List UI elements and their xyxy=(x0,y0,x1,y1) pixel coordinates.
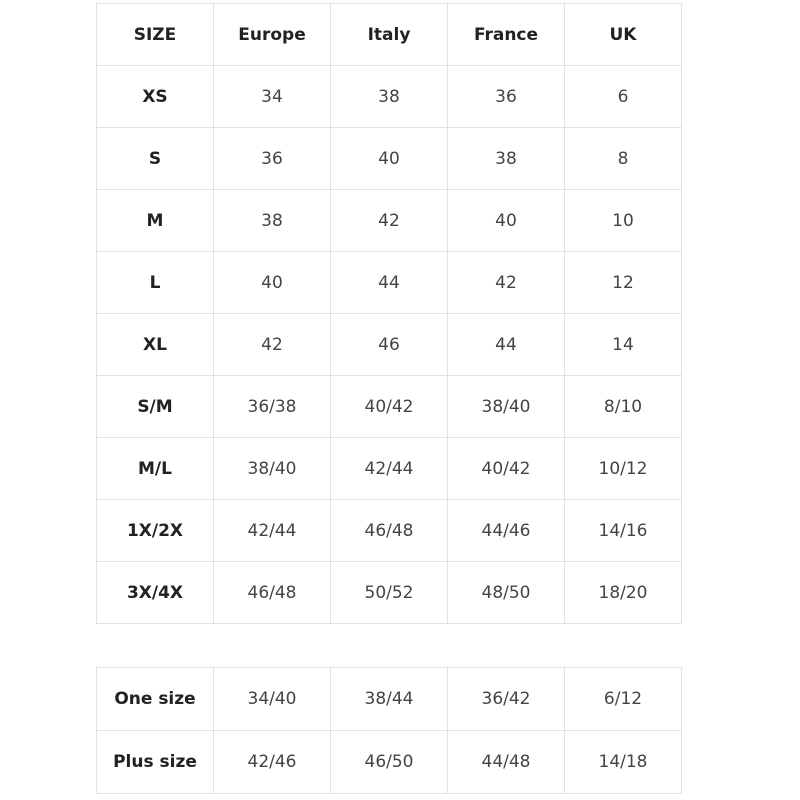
size-label-cell: XS xyxy=(96,65,214,128)
table-row: Plus size 42/46 46/50 44/48 14/18 xyxy=(96,730,682,794)
size-value-cell: 36 xyxy=(213,127,331,190)
size-value-cell: 18/20 xyxy=(564,561,682,624)
table-row: One size 34/40 38/44 36/42 6/12 xyxy=(96,667,682,731)
size-value-cell: 38 xyxy=(447,127,565,190)
size-value-cell: 42/46 xyxy=(213,730,331,794)
size-value-cell: 34/40 xyxy=(213,667,331,731)
size-value-cell: 34 xyxy=(213,65,331,128)
size-value-cell: 44/46 xyxy=(447,499,565,562)
special-sizes-table: One size 34/40 38/44 36/42 6/12 Plus size 42/4… xyxy=(96,667,682,794)
size-value-cell: 46/48 xyxy=(213,561,331,624)
table-row: S 36 40 38 8 xyxy=(96,127,682,190)
size-value-cell: 42 xyxy=(213,313,331,376)
size-label-cell: 1X/2X xyxy=(96,499,214,562)
table-row: L 40 44 42 12 xyxy=(96,251,682,314)
size-label-cell: XL xyxy=(96,313,214,376)
size-value-cell: 40 xyxy=(330,127,448,190)
table-row: S/M 36/38 40/42 38/40 8/10 xyxy=(96,375,682,438)
table-row: 3X/4X 46/48 50/52 48/50 18/20 xyxy=(96,561,682,624)
size-value-cell: 38 xyxy=(213,189,331,252)
size-value-cell: 14/18 xyxy=(564,730,682,794)
size-value-cell: 40 xyxy=(213,251,331,314)
size-value-cell: 36/42 xyxy=(447,667,565,731)
size-value-cell: 42 xyxy=(330,189,448,252)
size-value-cell: 38/44 xyxy=(330,667,448,731)
size-label-cell: M xyxy=(96,189,214,252)
header-row: SIZE Europe Italy France UK xyxy=(96,3,682,66)
size-value-cell: 40/42 xyxy=(447,437,565,500)
size-value-cell: 46/48 xyxy=(330,499,448,562)
size-value-cell: 10/12 xyxy=(564,437,682,500)
column-header: UK xyxy=(564,3,682,66)
size-value-cell: 14/16 xyxy=(564,499,682,562)
size-value-cell: 44/48 xyxy=(447,730,565,794)
size-value-cell: 6 xyxy=(564,65,682,128)
table-row: XL 42 46 44 14 xyxy=(96,313,682,376)
size-value-cell: 40 xyxy=(447,189,565,252)
size-value-cell: 38/40 xyxy=(213,437,331,500)
size-value-cell: 6/12 xyxy=(564,667,682,731)
table-row: 1X/2X 42/44 46/48 44/46 14/16 xyxy=(96,499,682,562)
size-value-cell: 38/40 xyxy=(447,375,565,438)
size-value-cell: 46/50 xyxy=(330,730,448,794)
column-header: France xyxy=(447,3,565,66)
column-header: Italy xyxy=(330,3,448,66)
column-header: SIZE xyxy=(96,3,214,66)
size-value-cell: 12 xyxy=(564,251,682,314)
size-label-cell: S/M xyxy=(96,375,214,438)
size-value-cell: 40/42 xyxy=(330,375,448,438)
column-header: Europe xyxy=(213,3,331,66)
size-value-cell: 14 xyxy=(564,313,682,376)
table-row: M/L 38/40 42/44 40/42 10/12 xyxy=(96,437,682,500)
size-value-cell: 42 xyxy=(447,251,565,314)
size-value-cell: 8/10 xyxy=(564,375,682,438)
size-label-cell: 3X/4X xyxy=(96,561,214,624)
size-chart-table: SIZE Europe Italy France UK XS 34 38 36 6 S 36 40 38… xyxy=(96,3,682,624)
size-value-cell: 38 xyxy=(330,65,448,128)
size-label-cell: S xyxy=(96,127,214,190)
size-label-cell: L xyxy=(96,251,214,314)
size-value-cell: 50/52 xyxy=(330,561,448,624)
size-value-cell: 44 xyxy=(447,313,565,376)
size-value-cell: 44 xyxy=(330,251,448,314)
size-value-cell: 46 xyxy=(330,313,448,376)
size-value-cell: 8 xyxy=(564,127,682,190)
size-value-cell: 42/44 xyxy=(330,437,448,500)
size-label-cell: Plus size xyxy=(96,730,214,794)
size-value-cell: 36/38 xyxy=(213,375,331,438)
size-value-cell: 10 xyxy=(564,189,682,252)
size-value-cell: 36 xyxy=(447,65,565,128)
size-label-cell: M/L xyxy=(96,437,214,500)
table-row: M 38 42 40 10 xyxy=(96,189,682,252)
size-label-cell: One size xyxy=(96,667,214,731)
size-value-cell: 42/44 xyxy=(213,499,331,562)
size-value-cell: 48/50 xyxy=(447,561,565,624)
table-row: XS 34 38 36 6 xyxy=(96,65,682,128)
